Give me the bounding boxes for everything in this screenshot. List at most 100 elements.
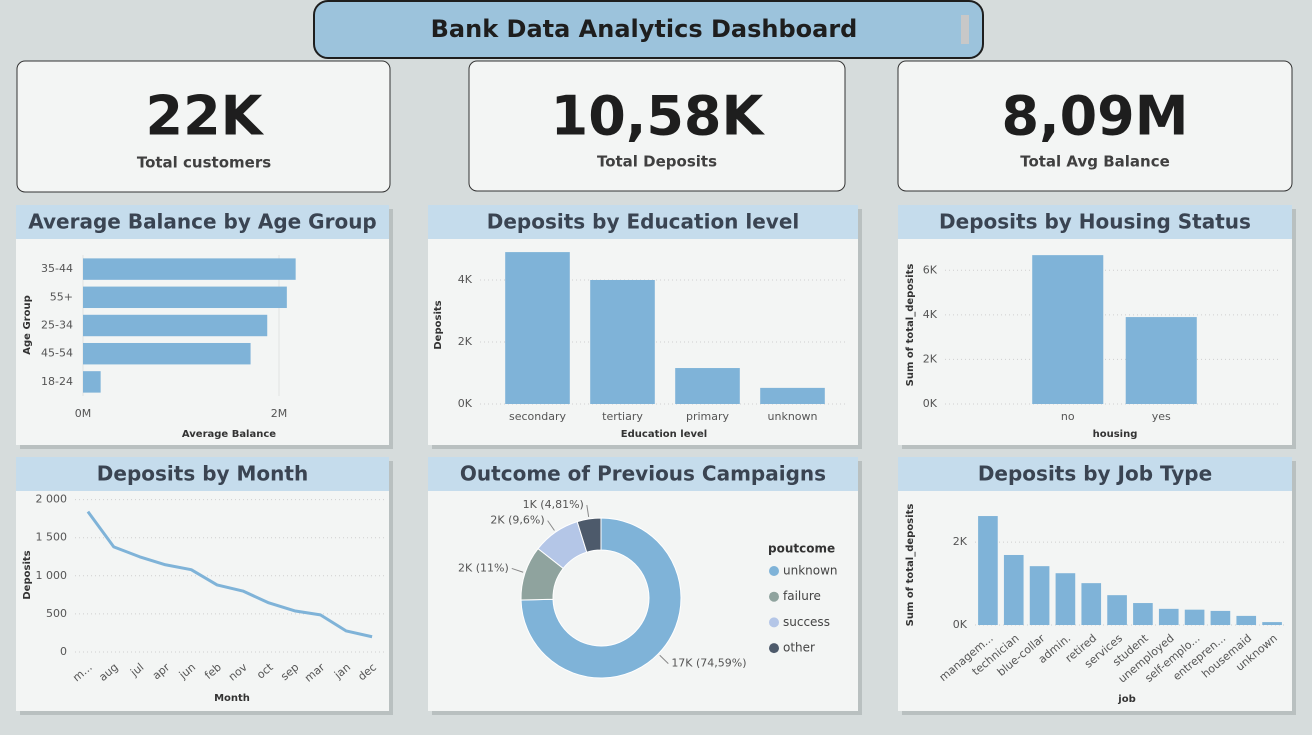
bar (83, 258, 296, 280)
header-box (313, 0, 984, 59)
bar (83, 314, 268, 337)
y-tick-label: 2 000 (36, 493, 68, 506)
x-tick-label: tertiary (602, 410, 643, 423)
legend-title: poutcome (768, 542, 835, 556)
leader-line (659, 654, 669, 664)
bar (675, 368, 740, 404)
legend-marker (769, 566, 779, 576)
kpi-card (468, 60, 846, 192)
y-tick-label: 6K (923, 263, 938, 276)
bar (1107, 595, 1127, 625)
bar (1081, 583, 1102, 625)
y-tick-label: 4K (458, 273, 473, 286)
legend-label: other (783, 641, 815, 655)
bar (1262, 622, 1282, 625)
legend-label: failure (783, 589, 821, 603)
y-tick-label: 55+ (50, 290, 73, 303)
x-axis-title: job (1117, 694, 1135, 705)
y-axis-title: Age Group (22, 295, 33, 354)
x-axis-title: Education level (621, 429, 707, 440)
y-tick-label: 25-34 (41, 319, 73, 332)
x-tick-label: 0M (75, 407, 92, 420)
bar (1032, 255, 1104, 404)
bar (978, 516, 998, 625)
y-tick-label: 500 (46, 607, 67, 620)
y-tick-label: 1 000 (36, 569, 68, 582)
y-tick-label: 0 (60, 645, 67, 658)
x-axis-title: Average Balance (182, 429, 276, 440)
chart-title: Deposits by Job Type (978, 462, 1212, 486)
y-tick-label: 35-44 (41, 262, 73, 275)
bar (1236, 615, 1257, 625)
panel-title-bar (898, 205, 1292, 239)
leader-line (511, 567, 524, 573)
bar (1055, 573, 1076, 625)
y-tick-label: 2K (458, 335, 473, 348)
panel-title-bar (428, 457, 858, 491)
y-axis-title: Sum of total_deposits (905, 264, 916, 387)
y-tick-label: 0K (923, 397, 938, 410)
y-tick-label: 4K (923, 308, 938, 321)
data-label: 1K (4,81%) (523, 498, 584, 511)
panel-title-bar (16, 205, 389, 239)
legend-marker (769, 591, 779, 602)
kpi-value: 22K (146, 85, 265, 148)
bar (1125, 317, 1197, 404)
y-tick-label: 2K (923, 352, 938, 365)
kpi-value: 10,58K (551, 85, 766, 148)
legend-marker (769, 617, 779, 628)
x-axis-title: Month (214, 693, 250, 704)
panel (428, 457, 858, 711)
chart-title: Deposits by Month (97, 462, 308, 486)
kpi-label: Total Deposits (597, 153, 717, 171)
data-label: 17K (74,59%) (671, 657, 746, 670)
line (86, 510, 373, 639)
y-tick-label: 0K (458, 397, 473, 410)
header-decoration (961, 15, 969, 44)
y-axis-title: Sum of total_deposits (905, 504, 916, 627)
kpi-card (897, 60, 1293, 192)
panel (16, 457, 389, 711)
panel-title-bar (16, 457, 389, 491)
bar (505, 252, 570, 404)
y-axis-title: Deposits (433, 300, 444, 349)
chart-title: Outcome of Previous Campaigns (460, 462, 826, 486)
bar (83, 286, 287, 309)
y-axis-title: Deposits (22, 550, 33, 599)
bar (83, 371, 101, 393)
chart-title: Average Balance by Age Group (28, 210, 377, 234)
legend-label: unknown (783, 564, 838, 578)
bar (1029, 566, 1050, 625)
panel-title-bar (898, 457, 1292, 491)
y-tick-label: 2K (953, 535, 968, 548)
y-tick-label: 18-24 (41, 375, 73, 388)
kpi-label: Total customers (137, 154, 271, 172)
x-tick-label: secondary (509, 410, 566, 423)
leader-line (547, 520, 555, 531)
legend-marker (769, 643, 779, 654)
x-tick-label: 2M (271, 407, 288, 420)
bar (1003, 554, 1024, 625)
legend-label: success (783, 615, 830, 629)
bar (1158, 608, 1179, 625)
bar (1184, 609, 1205, 625)
kpi-value: 8,09M (1002, 85, 1189, 148)
y-tick-label: 45-54 (41, 347, 73, 360)
kpi-card (16, 60, 391, 193)
panel-title-bar (428, 205, 858, 239)
bar (83, 342, 251, 365)
x-tick-label: unknown (768, 410, 818, 423)
chart-title: Deposits by Education level (487, 210, 800, 234)
bar (1133, 603, 1153, 625)
data-label: 2K (9,6%) (490, 514, 544, 527)
kpi-label: Total Avg Balance (1020, 153, 1170, 171)
x-tick-label: primary (686, 410, 730, 423)
donut-slice (576, 517, 602, 553)
bar (1210, 610, 1231, 625)
x-tick-label: yes (1152, 410, 1171, 423)
bar (590, 280, 655, 404)
x-tick-label: no (1061, 410, 1075, 423)
bar (760, 387, 825, 404)
header-title: Bank Data Analytics Dashboard (431, 15, 858, 43)
